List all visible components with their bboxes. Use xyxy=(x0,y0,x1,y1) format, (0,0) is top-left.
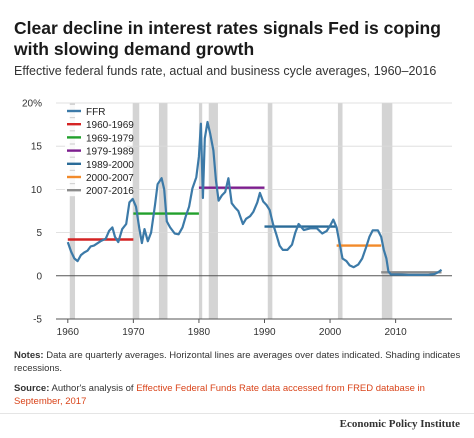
y-tick-label: 5 xyxy=(36,228,42,239)
series-layer xyxy=(66,120,443,276)
source: Source: Author's analysis of Effective F… xyxy=(14,382,462,408)
legend-label-2007-2016: 2007-2016 xyxy=(86,186,134,197)
y-tick-label: -5 xyxy=(33,315,42,326)
legend-bg xyxy=(65,131,127,144)
chart-title: Clear decline in interest rates signals … xyxy=(14,18,441,59)
x-tick-label: 1990 xyxy=(253,327,276,338)
notes: Notes: Data are quarterly averages. Hori… xyxy=(14,349,462,375)
x-tick-label: 2010 xyxy=(384,327,407,338)
source-label: Source: xyxy=(14,383,50,394)
recession-band-0 xyxy=(69,103,76,319)
legend-bg xyxy=(65,171,127,183)
legend-bg xyxy=(65,144,127,157)
y-axis: -5 0 5 10 15 20% xyxy=(22,99,42,326)
x-tick-label: 1970 xyxy=(122,327,145,338)
x-axis: 1960 1970 1980 1990 2000 2010 xyxy=(56,318,452,338)
x-tick-label: 1960 xyxy=(57,327,80,338)
footer-divider xyxy=(0,413,474,414)
series-line-ffr xyxy=(66,120,443,276)
legend-bg xyxy=(65,184,127,197)
chart-subtitle: Effective federal funds rate, actual and… xyxy=(14,64,437,78)
legend-label-1969-1979: 1969-1979 xyxy=(86,133,134,144)
recession-band-7 xyxy=(381,103,393,319)
recession-band-2 xyxy=(158,103,168,319)
recession-band-6 xyxy=(337,103,343,319)
brand-logo-text: Economic Policy Institute xyxy=(339,418,460,430)
legend-label-1979-1989: 1979-1989 xyxy=(86,147,134,158)
x-tick-label: 2000 xyxy=(319,327,342,338)
y-tick-label: 15 xyxy=(31,142,43,153)
legend-label-FFR: FFR xyxy=(86,107,105,118)
y-tick-label: 20% xyxy=(22,99,42,110)
x-tick-label: 1980 xyxy=(188,327,211,338)
notes-text: Data are quarterly averages. Horizontal … xyxy=(14,350,461,374)
source-prefix: Author's analysis of xyxy=(49,383,137,394)
y-tick-label: 0 xyxy=(36,271,42,282)
source-link[interactable]: Effective Federal Funds Rate data access… xyxy=(14,383,425,407)
chart: 1960 1970 1980 1990 2000 2010 -5 0 5 10 15 20% FFR… xyxy=(22,99,452,338)
y-tick-label: 10 xyxy=(31,185,43,196)
notes-label: Notes: xyxy=(14,350,44,361)
legend-label-1989-2000: 1989-2000 xyxy=(86,160,134,171)
legend-bg xyxy=(65,118,127,131)
recession-band-4 xyxy=(208,103,218,319)
recession-band-3 xyxy=(198,103,203,319)
legend-label-1960-1969: 1960-1969 xyxy=(86,120,134,131)
legend-bg xyxy=(65,157,127,170)
legend: FFR 1960-1969 1969-1979 1979-1989 1989-2000 2… xyxy=(65,105,134,197)
legend-label-2000-2007: 2000-2007 xyxy=(86,173,134,184)
legend-bg xyxy=(65,105,127,117)
